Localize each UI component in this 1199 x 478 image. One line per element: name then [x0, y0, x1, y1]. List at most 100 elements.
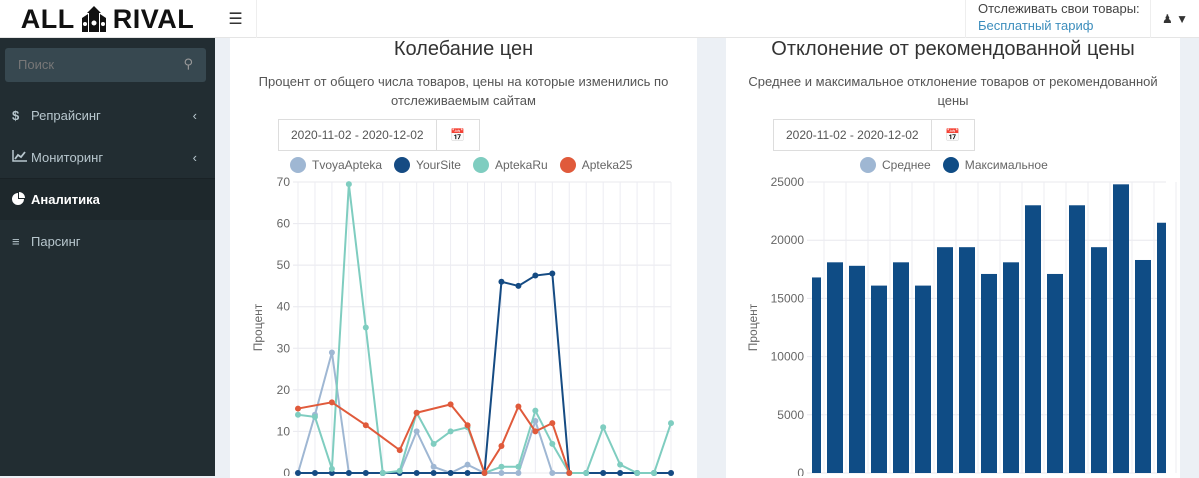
bar[interactable]: [959, 247, 975, 473]
date-range-value[interactable]: 2020-11-02 - 2020-12-02: [279, 120, 437, 150]
data-point[interactable]: [532, 428, 539, 435]
bar[interactable]: [871, 285, 887, 473]
data-point[interactable]: [328, 470, 335, 476]
bar[interactable]: [1069, 205, 1085, 473]
y-axis-label: Процент: [251, 303, 265, 351]
data-point[interactable]: [379, 470, 386, 476]
bar[interactable]: [915, 285, 931, 473]
data-point[interactable]: [328, 465, 335, 472]
legend-item[interactable]: YourSite: [394, 157, 461, 173]
data-point[interactable]: [481, 470, 488, 476]
data-point[interactable]: [447, 470, 454, 476]
data-point[interactable]: [498, 442, 505, 449]
legend-item[interactable]: TvoyaApteka: [290, 157, 382, 173]
data-point[interactable]: [362, 324, 369, 331]
data-point[interactable]: [617, 470, 624, 476]
sidebar-item-analytics[interactable]: Аналитика: [0, 178, 215, 220]
data-point[interactable]: [532, 418, 539, 425]
bar[interactable]: [1091, 247, 1107, 473]
sidebar-item-monitoring[interactable]: Мониторинг ‹: [0, 136, 215, 178]
data-point[interactable]: [532, 272, 539, 279]
data-point[interactable]: [549, 270, 556, 277]
data-point[interactable]: [668, 470, 674, 476]
bar[interactable]: [805, 277, 821, 473]
search-input[interactable]: Поиск ⚲: [5, 48, 206, 82]
data-point[interactable]: [498, 278, 505, 285]
tariff-link[interactable]: Бесплатный тариф: [978, 18, 1094, 33]
data-point[interactable]: [430, 440, 437, 447]
data-point[interactable]: [583, 470, 590, 476]
y-tick-label: 70: [277, 175, 291, 189]
bar[interactable]: [1047, 273, 1063, 473]
data-point[interactable]: [464, 470, 471, 476]
data-point[interactable]: [328, 399, 335, 406]
data-point[interactable]: [311, 413, 318, 420]
bar[interactable]: [1135, 259, 1151, 473]
calendar-icon[interactable]: 📅: [450, 128, 466, 142]
data-point[interactable]: [345, 181, 352, 188]
dollar-icon: $: [12, 107, 20, 123]
data-point[interactable]: [549, 420, 556, 427]
data-point[interactable]: [566, 470, 573, 476]
data-point[interactable]: [617, 461, 624, 468]
data-point[interactable]: [362, 470, 369, 476]
data-point[interactable]: [447, 401, 454, 408]
data-point[interactable]: [600, 470, 607, 476]
bar[interactable]: [1003, 262, 1019, 473]
data-point[interactable]: [634, 470, 641, 476]
data-point[interactable]: [515, 282, 522, 289]
data-point[interactable]: [362, 422, 369, 429]
sidebar-toggle-button[interactable]: ☰: [215, 0, 257, 38]
data-point[interactable]: [600, 424, 607, 431]
data-point[interactable]: [464, 461, 471, 468]
data-point[interactable]: [396, 467, 403, 474]
bar[interactable]: [981, 273, 997, 473]
data-point[interactable]: [311, 470, 318, 476]
data-point[interactable]: [396, 447, 403, 454]
data-point[interactable]: [295, 411, 301, 418]
data-point[interactable]: [413, 470, 420, 476]
data-point[interactable]: [447, 428, 454, 435]
data-point[interactable]: [295, 405, 301, 412]
data-point[interactable]: [328, 349, 335, 356]
legend-item[interactable]: Apteka25: [559, 157, 632, 173]
bar[interactable]: [937, 247, 953, 473]
bar[interactable]: [1113, 184, 1129, 473]
legend-item[interactable]: Среднее: [860, 157, 931, 173]
data-point[interactable]: [464, 422, 471, 429]
data-point[interactable]: [295, 470, 301, 476]
data-point[interactable]: [515, 470, 522, 476]
date-range-picker[interactable]: 2020-11-02 - 2020-12-02 📅: [773, 119, 975, 151]
data-point[interactable]: [651, 470, 658, 476]
sidebar-item-parsing[interactable]: ≡ Парсинг: [0, 220, 215, 262]
bar[interactable]: [1025, 205, 1041, 473]
bar[interactable]: [849, 265, 865, 473]
date-range-picker[interactable]: 2020-11-02 - 2020-12-02 📅: [278, 119, 480, 151]
date-range-value[interactable]: 2020-11-02 - 2020-12-02: [774, 120, 932, 150]
data-point[interactable]: [549, 440, 556, 447]
calendar-icon[interactable]: 📅: [945, 128, 961, 142]
data-point[interactable]: [413, 428, 420, 435]
data-point[interactable]: [413, 409, 420, 416]
user-menu-button[interactable]: ♟ ▼: [1150, 0, 1199, 38]
bar[interactable]: [893, 262, 909, 473]
bar[interactable]: [827, 262, 843, 473]
sidebar-item-repricing[interactable]: $ Репрайсинг ‹: [0, 94, 215, 136]
data-point[interactable]: [549, 470, 556, 476]
data-point[interactable]: [345, 470, 352, 476]
data-point[interactable]: [498, 470, 505, 476]
data-point[interactable]: [498, 463, 505, 470]
logo[interactable]: ALL RIVAL: [0, 0, 215, 38]
data-point[interactable]: [668, 420, 674, 427]
data-point[interactable]: [532, 407, 539, 414]
data-point[interactable]: [430, 470, 437, 476]
data-point[interactable]: [515, 463, 522, 470]
bar[interactable]: [1157, 222, 1173, 473]
data-point[interactable]: [515, 403, 522, 410]
legend-item[interactable]: AptekaRu: [472, 157, 548, 173]
y-tick-label: 20000: [771, 233, 805, 247]
search-icon[interactable]: ⚲: [183, 56, 193, 71]
y-tick-label: 50: [277, 258, 291, 272]
data-point[interactable]: [430, 463, 437, 470]
legend-item[interactable]: Максимальное: [942, 157, 1048, 173]
